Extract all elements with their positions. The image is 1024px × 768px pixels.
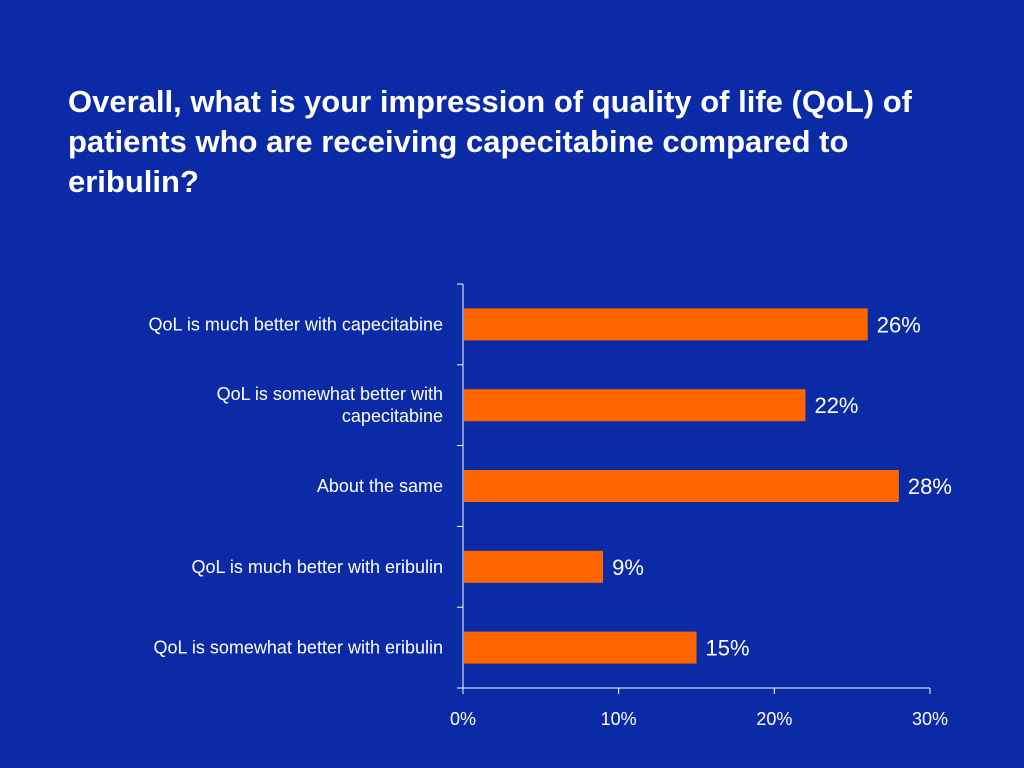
x-tick-label: 0%: [450, 709, 476, 729]
category-label-line: QoL is somewhat better with eribulin: [154, 638, 443, 658]
bar: [464, 470, 899, 502]
bar: [464, 308, 868, 341]
category-label: About the same: [317, 476, 443, 496]
category-label-line: QoL is somewhat better with: [217, 384, 443, 404]
x-tick-label: 30%: [912, 709, 948, 729]
bar-value-label: 22%: [814, 393, 858, 418]
bar: [464, 631, 697, 664]
bar-value-label: 26%: [877, 312, 921, 337]
bar-value-label: 15%: [706, 636, 750, 661]
category-label-line: capecitabine: [342, 406, 443, 426]
bar-value-label: 9%: [612, 555, 644, 580]
category-label-line: QoL is much better with capecitabine: [149, 314, 444, 334]
category-label-line: QoL is much better with eribulin: [192, 557, 443, 577]
bar-value-label: 28%: [908, 474, 952, 499]
category-label: QoL is somewhat better with capecitabine: [217, 384, 443, 426]
x-tick-label: 10%: [601, 709, 637, 729]
slide-title: Overall, what is your impression of qual…: [68, 84, 912, 199]
bar: [464, 550, 604, 583]
category-label: QoL is much better with capecitabine: [149, 314, 444, 334]
category-label: QoL is much better with eribulin: [192, 557, 443, 577]
category-label-line: About the same: [317, 476, 443, 496]
x-tick-label: 20%: [756, 709, 792, 729]
category-label: QoL is somewhat better with eribulin: [154, 638, 443, 658]
bar: [464, 389, 806, 422]
